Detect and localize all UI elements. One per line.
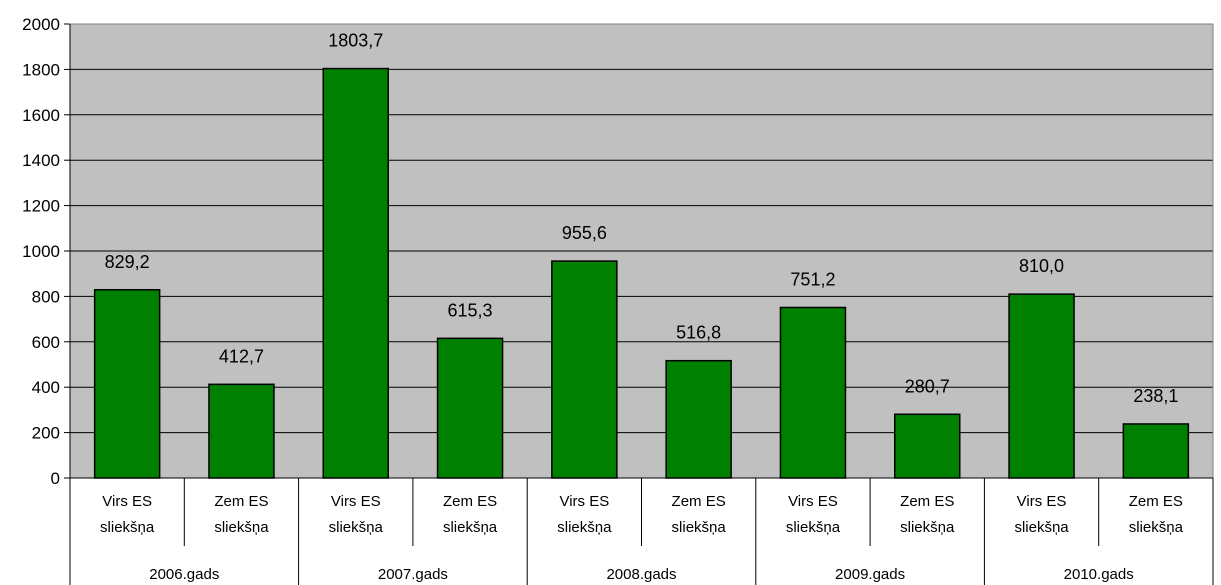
category-label-line1: Zem ES	[443, 493, 497, 510]
data-label: 1803,7	[328, 31, 383, 51]
y-tick-label: 1200	[22, 197, 60, 216]
data-label: 829,2	[105, 252, 150, 272]
group-label: 2010.gads	[1064, 566, 1134, 583]
category-label-line1: Zem ES	[1129, 493, 1183, 510]
category-label-line2: sliekšņa	[1129, 519, 1184, 536]
bar	[665, 359, 732, 479]
category-label-line1: Zem ES	[214, 493, 268, 510]
y-tick-labels: 0 200 400 600 800 1000 1200 1400 1600 1800 2000	[22, 15, 60, 488]
category-label-line2: sliekšņa	[672, 519, 727, 536]
y-tick-label: 0	[51, 469, 60, 488]
data-label: 955,6	[562, 223, 607, 243]
category-label-line1: Virs ES	[788, 493, 838, 510]
category-label-line2: sliekšņa	[900, 519, 955, 536]
bars	[93, 67, 1190, 479]
data-label: 751,2	[790, 269, 835, 289]
category-label-line1: Virs ES	[331, 493, 381, 510]
bar	[551, 260, 618, 479]
data-label: 615,3	[448, 300, 493, 320]
bar	[93, 289, 161, 479]
category-label-line1: Virs ES	[559, 493, 609, 510]
category-label-line1: Virs ES	[102, 493, 152, 510]
group-label: 2007.gads	[378, 566, 448, 583]
y-tick-label: 1000	[22, 242, 60, 261]
category-label-line2: sliekšņa	[786, 519, 841, 536]
data-labels: 829,2 412,7 1803,7 615,3 955,6 516,8 751,2 280,…	[105, 31, 1179, 406]
group-label: 2009.gads	[835, 566, 905, 583]
category-label-line2: sliekšņa	[329, 519, 384, 536]
data-label: 412,7	[219, 346, 264, 366]
y-tick-label: 600	[32, 333, 60, 352]
category-label-line2: sliekšņa	[100, 519, 155, 536]
category-label-line1: Virs ES	[1017, 493, 1067, 510]
category-label-line2: sliekšņa	[443, 519, 498, 536]
bar	[779, 306, 847, 479]
y-tick-label: 400	[32, 378, 60, 397]
y-tick-label: 1600	[22, 106, 60, 125]
bar	[894, 413, 961, 479]
group-label: 2006.gads	[149, 566, 219, 583]
category-label-line2: sliekšņa	[214, 519, 269, 536]
y-tick-label: 1400	[22, 151, 60, 170]
bar	[322, 67, 389, 479]
y-tick-label: 1800	[22, 60, 60, 79]
data-label: 810,0	[1019, 256, 1064, 276]
y-tick-label: 2000	[22, 15, 60, 34]
bar	[436, 337, 504, 479]
y-tick-label: 800	[32, 287, 60, 306]
data-label: 280,7	[905, 376, 950, 396]
category-label-line1: Zem ES	[900, 493, 954, 510]
category-label-line2: sliekšņa	[1014, 519, 1069, 536]
y-tick-label: 200	[32, 424, 60, 443]
bar	[1122, 423, 1190, 479]
data-label: 238,1	[1133, 386, 1178, 406]
x-category-labels: Virs ES sliekšņa Zem ES sliekšņa Virs ES slie…	[69, 478, 1214, 585]
data-label: 516,8	[676, 323, 721, 343]
group-label: 2008.gads	[606, 566, 676, 583]
category-label-line2: sliekšņa	[557, 519, 612, 536]
bar	[1008, 293, 1075, 479]
category-label-line1: Zem ES	[672, 493, 726, 510]
bar	[208, 383, 275, 479]
